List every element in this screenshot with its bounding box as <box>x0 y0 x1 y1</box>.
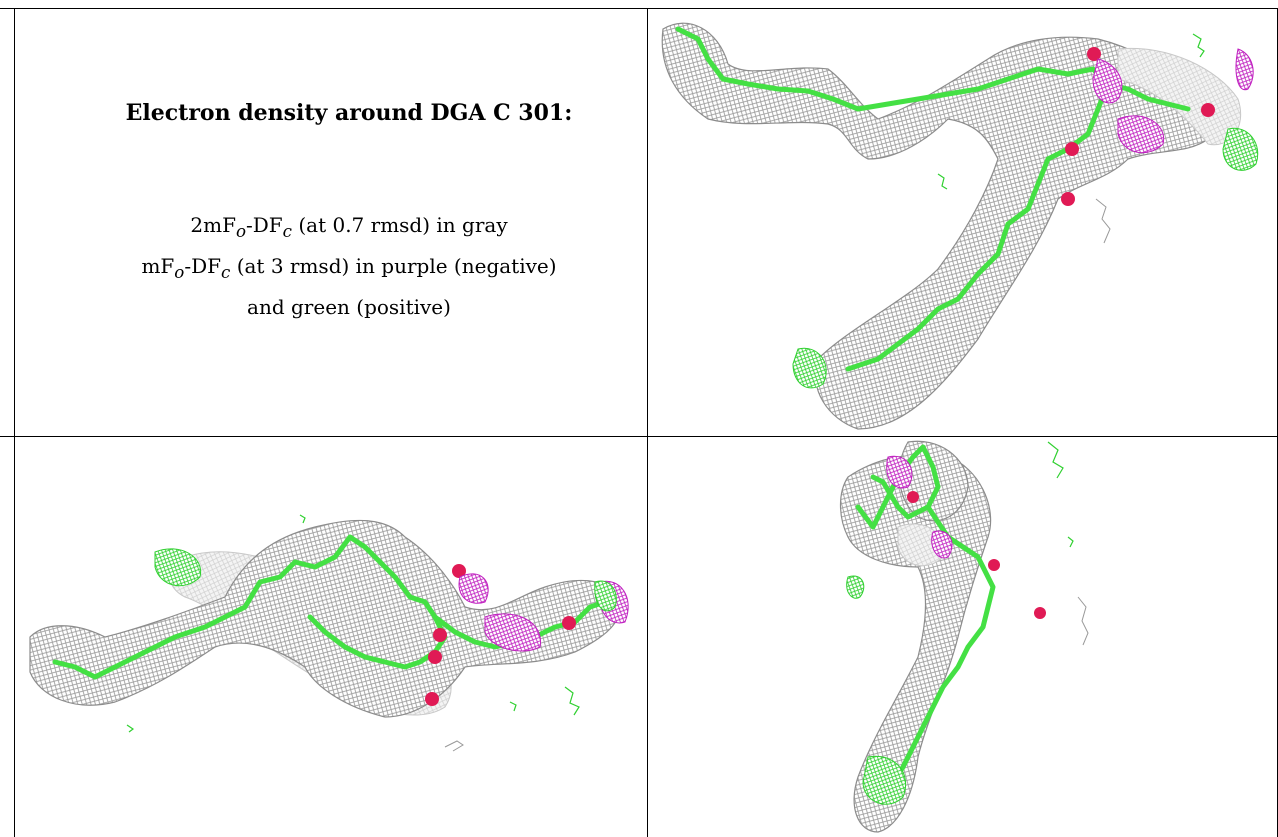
caption-cell: Electron density around DGA C 301: 2mFo-… <box>14 8 634 428</box>
caption-text: -DF <box>184 254 221 278</box>
negative-difference-density <box>458 573 489 604</box>
density-view-bottom-right <box>839 440 1089 833</box>
gray-density-mesh <box>661 22 1213 430</box>
positive-difference-density <box>862 755 906 805</box>
caption-title: Electron density around DGA C 301: <box>125 100 573 126</box>
positive-difference-density <box>1192 33 1205 58</box>
positive-difference-density <box>1222 127 1259 171</box>
positive-difference-density <box>299 514 306 524</box>
carbon-chain <box>855 444 941 530</box>
carbon-chain <box>875 504 996 795</box>
positive-difference-density <box>792 347 827 389</box>
caption-text: 2mF <box>190 213 236 237</box>
oxygen-atom <box>907 491 919 503</box>
negative-difference-density <box>484 613 541 652</box>
caption-subscript: c <box>221 263 231 282</box>
positive-difference-density <box>937 173 948 190</box>
caption-subscript: o <box>235 222 246 241</box>
oxygen-atom <box>1201 103 1215 117</box>
caption-text: -DF <box>245 213 283 237</box>
positive-difference-density <box>154 548 202 587</box>
gray-density-fragment <box>444 740 464 752</box>
carbon-chain <box>307 614 448 670</box>
density-view-top-right <box>661 22 1259 430</box>
gray-density-mesh <box>29 519 622 718</box>
positive-difference-density <box>846 575 865 599</box>
gray-density-fragment <box>1077 596 1089 646</box>
negative-difference-density <box>886 455 913 489</box>
caption-text: (at 0.7 rmsd) in gray <box>292 213 508 237</box>
oxygen-atom <box>1087 47 1101 61</box>
caption-line-colors: and green (positive) <box>247 295 451 319</box>
carbon-chain <box>845 81 1111 372</box>
negative-difference-density <box>1117 115 1165 154</box>
oxygen-atom <box>562 616 576 630</box>
caption-subscript: o <box>174 263 185 282</box>
positive-difference-density <box>126 724 135 733</box>
density-view-bottom-left <box>29 514 629 752</box>
table-rule-center <box>647 8 648 837</box>
gray-density-mesh <box>839 454 992 833</box>
gray-density-fragment <box>1095 198 1111 244</box>
oxygen-atom <box>1065 142 1079 156</box>
caption-line-fofc: mFo-DFc (at 3 rmsd) in purple (negative) <box>14 249 684 290</box>
oxygen-atom <box>428 650 442 664</box>
positive-difference-density <box>594 580 617 612</box>
caption-text: mF <box>141 254 175 278</box>
positive-difference-density <box>564 686 580 716</box>
positive-difference-density <box>1067 536 1074 548</box>
caption-subscript: c <box>282 222 292 241</box>
caption-line-2fofc: 2mFo-DFc (at 0.7 rmsd) in gray <box>14 208 684 249</box>
positive-difference-density <box>1047 441 1064 479</box>
negative-difference-density <box>1235 48 1254 91</box>
oxygen-atom <box>1061 192 1075 206</box>
oxygen-atom <box>1034 607 1046 619</box>
table-rule-top <box>0 8 1278 9</box>
oxygen-atom <box>452 564 466 578</box>
table-rule-left <box>14 8 15 837</box>
oxygen-atom <box>433 628 447 642</box>
oxygen-atom <box>988 559 1000 571</box>
positive-difference-density <box>509 701 517 712</box>
oxygen-atom <box>425 692 439 706</box>
negative-difference-density <box>1092 58 1123 104</box>
table-rule-middle <box>0 436 1278 437</box>
caption-body: 2mFo-DFc (at 0.7 rmsd) in gray mFo-DFc (… <box>14 208 684 324</box>
negative-difference-density <box>931 530 953 559</box>
caption-text: (at 3 rmsd) in purple (negative) <box>230 254 557 278</box>
